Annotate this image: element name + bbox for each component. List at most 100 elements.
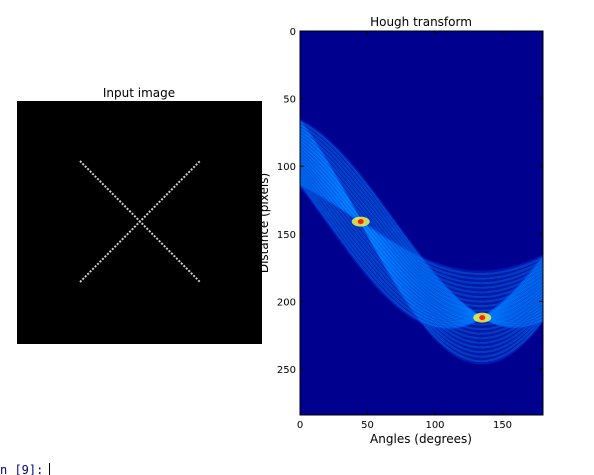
hough-curve <box>300 159 543 308</box>
hough-curve <box>300 137 543 321</box>
hough-curve <box>300 156 543 319</box>
hough-curve <box>300 122 543 360</box>
y-tick-label: 200 <box>277 297 296 308</box>
y-tick-label: 100 <box>277 162 296 173</box>
hough-curve <box>300 158 543 320</box>
hough-curve <box>300 146 543 319</box>
hough-background <box>300 31 543 415</box>
hough-curve <box>300 143 543 320</box>
hough-curve <box>300 125 543 325</box>
hough-curve <box>300 158 543 310</box>
hough-curve <box>300 166 543 322</box>
hough-curve <box>300 122 543 327</box>
hough-curve <box>300 121 543 363</box>
hough-curve <box>300 161 543 305</box>
hough-curve <box>300 124 543 358</box>
hotspot <box>357 219 364 225</box>
hough-curve <box>300 140 543 320</box>
x-tick-label: 50 <box>361 420 374 431</box>
hough-curve <box>300 168 543 296</box>
hough-curves <box>300 119 543 365</box>
hough-curve <box>300 179 543 327</box>
hough-curve <box>300 182 543 276</box>
hough-curve <box>300 153 543 319</box>
hough-curve <box>300 155 543 319</box>
hough-curve <box>300 156 543 312</box>
hough-curve <box>300 150 543 319</box>
hough-title: Hough transform <box>370 15 472 29</box>
hough-curve <box>300 181 543 328</box>
hough-curve <box>300 129 543 324</box>
hough-curve <box>300 148 543 319</box>
x-tick-label: 0 <box>297 420 303 431</box>
hough-curve <box>300 119 543 329</box>
y-tick-label: 250 <box>277 365 296 376</box>
hough-curve <box>300 168 543 322</box>
hough-curve <box>300 130 543 349</box>
hough-curve <box>300 178 543 326</box>
x-tick-label: 100 <box>425 420 444 431</box>
hough-curve <box>300 177 543 282</box>
input-line <box>79 160 201 283</box>
x-tick-label: 150 <box>493 420 512 431</box>
hough-curve <box>300 140 543 335</box>
input-title: Input image <box>103 86 175 100</box>
hough-curve <box>300 127 543 325</box>
hough-curve <box>300 184 543 273</box>
hough-curve <box>300 169 543 323</box>
hough-curve <box>300 150 543 321</box>
hough-curve <box>300 163 543 303</box>
hough-curve <box>300 176 543 285</box>
y-tick-label: 50 <box>283 95 296 106</box>
y-tick-label: 150 <box>277 230 296 241</box>
hough-curve <box>300 132 543 347</box>
hough-curve <box>300 161 543 320</box>
hough-curve <box>300 135 543 342</box>
hough-curve <box>300 169 543 294</box>
hough-curve <box>300 171 543 292</box>
hough-curve <box>300 132 543 323</box>
hough-curve <box>300 120 543 328</box>
hough-curve <box>300 127 543 354</box>
hough-curve <box>300 138 543 338</box>
hough-curve <box>300 130 543 323</box>
hough-curve <box>300 142 543 333</box>
y-tick-label: 0 <box>290 27 296 38</box>
hough-curve <box>300 151 543 319</box>
input-prompt: n [9]: <box>0 463 43 475</box>
hough-curve <box>300 124 543 326</box>
hough-curve <box>300 160 543 320</box>
hough-curve <box>300 163 543 321</box>
hough-curve <box>300 155 543 315</box>
hough-curve <box>300 182 543 329</box>
hough-curve <box>300 119 543 365</box>
hough-curve <box>300 126 543 356</box>
hough-curve <box>300 145 543 319</box>
hough-curve <box>300 142 543 320</box>
hough-curve <box>300 147 543 326</box>
plot-frame <box>299 30 544 416</box>
hough-curve <box>300 145 543 328</box>
hough-curve <box>300 151 543 319</box>
hough-curve <box>300 174 543 287</box>
hough-curve <box>300 179 543 280</box>
hough-curve <box>300 133 543 322</box>
hough-curve <box>300 153 543 317</box>
hough-image <box>299 30 544 416</box>
x-axis-label: Angles (degrees) <box>370 432 472 446</box>
hough-curve <box>300 164 543 321</box>
hough-curve <box>300 148 543 324</box>
hough-curve <box>300 166 543 299</box>
hough-curve <box>300 135 543 322</box>
hough-curve <box>300 143 543 331</box>
y-axis-label: Distance (pixels) <box>257 173 271 273</box>
hough-curve <box>300 172 543 289</box>
hough-curve <box>300 164 543 301</box>
hough-curve <box>300 176 543 325</box>
hough-curve <box>300 129 543 351</box>
hough-curve <box>300 184 543 330</box>
hough-curve <box>300 134 543 344</box>
hotspot <box>479 315 486 321</box>
hough-curve <box>300 138 543 321</box>
